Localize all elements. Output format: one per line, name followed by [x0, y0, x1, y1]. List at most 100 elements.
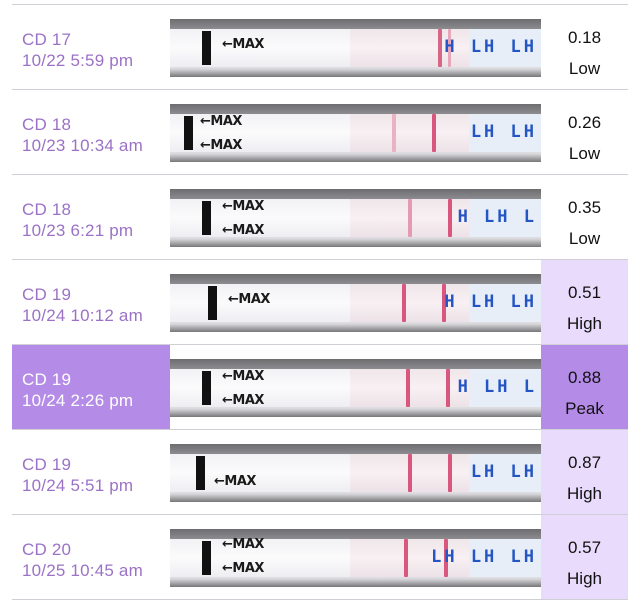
test-date-label: CD 18 10/23 10:34 am [12, 90, 170, 174]
test-date-label: CD 17 10/22 5:59 pm [12, 5, 170, 89]
test-datetime: 10/24 10:12 am [22, 306, 143, 325]
test-line [438, 29, 442, 67]
control-line [448, 454, 452, 492]
max-marker: ←MAX [222, 561, 264, 576]
max-marker: ←MAX [200, 114, 242, 129]
reading-value: 0.87 [567, 453, 602, 472]
test-line [402, 284, 406, 322]
lh-marking: H LH L [457, 207, 537, 227]
reading-cell: 0.18 Low [541, 5, 628, 89]
strip-window [350, 284, 470, 322]
lh-label-area [469, 539, 541, 577]
max-bar [202, 371, 211, 405]
test-datetime: 10/23 6:21 pm [22, 221, 134, 240]
max-bar [202, 31, 211, 65]
test-strip-photo: ←MAX ←MAX H LH L [170, 359, 541, 417]
test-strip-photo: ←MAX ←MAX LH LH LH [170, 529, 541, 587]
lh-label-area [469, 29, 541, 67]
test-date-label: CD 19 10/24 2:26 pm [12, 345, 170, 429]
test-strip-photo: ←MAX LH LH [170, 444, 541, 502]
reading-value: 0.35 [567, 198, 602, 217]
cycle-day: CD 18 [22, 115, 72, 134]
reading-value: 0.88 [567, 368, 602, 387]
reading-cell: 0.57 High [541, 515, 628, 599]
max-bar [208, 286, 217, 320]
test-datetime: 10/23 10:34 am [22, 136, 143, 155]
test-strip-photo: ←MAX ←MAX H LH L [170, 189, 541, 247]
lh-label-area [469, 454, 541, 492]
max-marker: ←MAX [200, 138, 242, 153]
max-marker: ←MAX [214, 474, 256, 489]
test-datetime: 10/25 10:45 am [22, 561, 143, 580]
cycle-day: CD 19 [22, 370, 72, 389]
test-line [404, 539, 408, 577]
test-row[interactable]: CD 18 10/23 10:34 am ←MAX ←MAX LH LH 0.2… [12, 90, 628, 175]
reading-level: High [567, 569, 602, 588]
reading-level: Low [568, 229, 601, 248]
test-strip-photo: ←MAX H LH LH [170, 274, 541, 332]
reading-level: Low [568, 144, 601, 163]
max-marker: ←MAX [222, 199, 264, 214]
lh-label-area [469, 369, 541, 407]
max-marker: ←MAX [222, 393, 264, 408]
max-bar [202, 541, 211, 575]
reading-level: High [567, 314, 602, 333]
test-line [392, 114, 396, 152]
control-line [444, 539, 448, 577]
control-line [448, 199, 452, 237]
cycle-day: CD 19 [22, 455, 72, 474]
reading-cell: 0.26 Low [541, 90, 628, 174]
strip-window [350, 539, 470, 577]
max-bar [202, 201, 211, 235]
test-strip-photo: ←MAX ←MAX LH LH [170, 104, 541, 162]
lh-label-area [469, 284, 541, 322]
cycle-day: CD 19 [22, 285, 72, 304]
test-line [408, 199, 412, 237]
reading-cell: 0.35 Low [541, 175, 628, 259]
test-row[interactable]: CD 17 10/22 5:59 pm ←MAX H LH LH 0.18 Lo… [12, 5, 628, 90]
lh-marking: H LH LH [444, 37, 537, 57]
strip-window [350, 114, 470, 152]
lh-marking: H LH LH [444, 292, 537, 312]
strip-window [350, 369, 470, 407]
test-strip-photo: ←MAX H LH LH [170, 19, 541, 77]
lh-marking: LH LH [470, 462, 537, 482]
control-line [432, 114, 436, 152]
test-row-selected[interactable]: CD 19 10/24 2:26 pm ←MAX ←MAX H LH L 0.8… [12, 345, 628, 430]
test-datetime: 10/24 5:51 pm [22, 476, 134, 495]
cycle-day: CD 17 [22, 30, 72, 49]
reading-value: 0.26 [567, 113, 602, 132]
test-row[interactable]: CD 19 10/24 10:12 am ←MAX H LH LH 0.51 H… [12, 260, 628, 345]
max-marker: ←MAX [222, 37, 264, 52]
test-date-label: CD 20 10/25 10:45 am [12, 515, 170, 599]
test-line [408, 454, 412, 492]
test-datetime: 10/22 5:59 pm [22, 51, 134, 70]
reading-level: Peak [565, 399, 604, 418]
max-bar [184, 116, 193, 150]
max-marker: ←MAX [228, 292, 270, 307]
lh-marking: LH LH [470, 122, 537, 142]
test-datetime: 10/24 2:26 pm [22, 391, 134, 410]
test-row[interactable]: CD 18 10/23 6:21 pm ←MAX ←MAX H LH L 0.3… [12, 175, 628, 260]
max-marker: ←MAX [222, 369, 264, 384]
cycle-day: CD 18 [22, 200, 72, 219]
reading-level: Low [568, 59, 601, 78]
test-date-label: CD 19 10/24 10:12 am [12, 260, 170, 344]
top-divider [12, 4, 628, 5]
lh-label-area [469, 199, 541, 237]
lh-marking: H LH L [457, 377, 537, 397]
cycle-day: CD 20 [22, 540, 72, 559]
control-line [446, 369, 450, 407]
test-date-label: CD 19 10/24 5:51 pm [12, 430, 170, 514]
max-marker: ←MAX [222, 223, 264, 238]
lh-marking: LH LH LH [431, 547, 537, 567]
max-marker: ←MAX [222, 537, 264, 552]
test-row[interactable]: CD 20 10/25 10:45 am ←MAX ←MAX LH LH LH … [12, 515, 628, 600]
reading-level: High [567, 484, 602, 503]
control-line [442, 284, 446, 322]
test-row[interactable]: CD 19 10/24 5:51 pm ←MAX LH LH 0.87 High [12, 430, 628, 515]
reading-cell: 0.88 Peak [541, 345, 628, 429]
max-bar [196, 456, 205, 490]
lh-label-area [469, 114, 541, 152]
